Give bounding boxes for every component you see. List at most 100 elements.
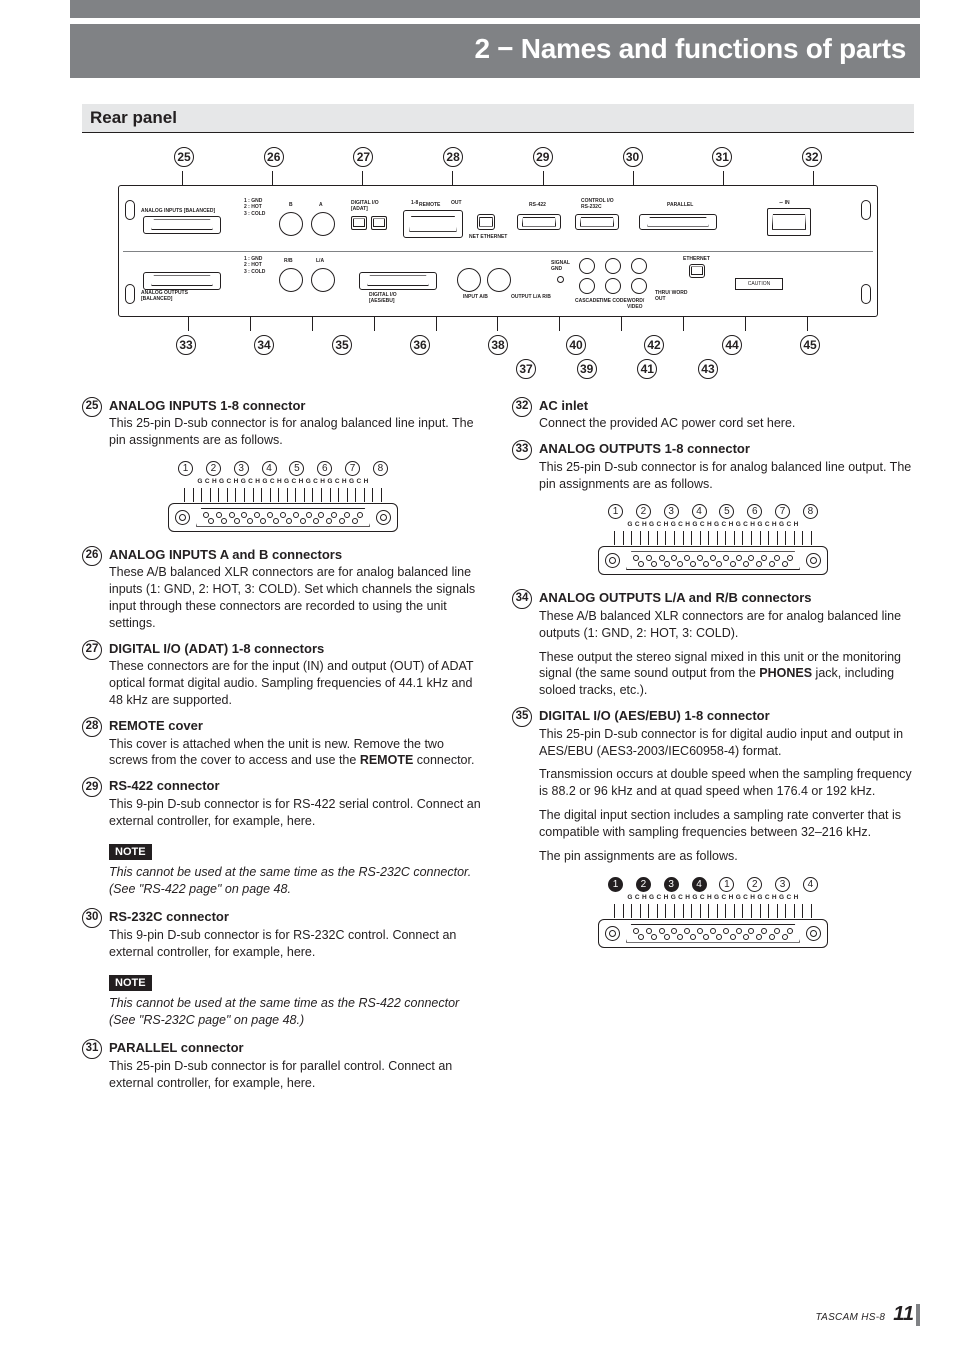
callout-45: 45 [800, 335, 820, 355]
callout-27: 27 [353, 147, 373, 167]
item-number: 30 [82, 908, 102, 928]
item-title: RS-232C connector [109, 908, 484, 926]
item-number: 33 [512, 440, 532, 460]
item-number: 32 [512, 397, 532, 417]
note-label: NOTE [109, 844, 152, 861]
conn-aes-dsub [359, 272, 437, 290]
lbl-ac-in: ∼ IN [779, 200, 790, 207]
conn-rs422 [517, 214, 561, 230]
lbl-remote: REMOTE [419, 202, 440, 209]
item-number: 31 [82, 1039, 102, 1059]
item-title: DIGITAL I/O (AES/EBU) 1-8 connector [539, 707, 914, 725]
pin-diagram-aes: 12341234G C H G C H G C H G C H G C H G … [598, 877, 828, 948]
conn-ethernet-2 [689, 264, 705, 278]
bnc-word-out [631, 278, 647, 294]
item-27: 27DIGITAL I/O (ADAT) 1-8 connectorsThese… [82, 640, 484, 709]
lbl-thru-word: THRU/ WORD OUT [655, 290, 688, 304]
item-paragraph: This 9-pin D-sub connector is for RS-422… [109, 796, 484, 830]
conn-xlr-out-rb [279, 268, 303, 292]
lbl-rs422: RS-422 [529, 202, 546, 209]
lbl-analog-outputs: ANALOG OUTPUTS [BALANCED] [141, 290, 188, 304]
item-title: AC inlet [539, 397, 914, 415]
callout-29: 29 [533, 147, 553, 167]
callout-ticks-bottom [118, 317, 878, 331]
item-title: REMOTE cover [109, 717, 484, 735]
chapter-title: 2 − Names and functions of parts [70, 30, 906, 68]
lbl-legend-2: 1 : GND 2 : HOT 3 : COLD [244, 256, 265, 276]
conn-xlr-in-a [311, 212, 335, 236]
callout-38: 38 [488, 335, 508, 355]
item-32: 32 AC inletConnect the provided AC power … [512, 397, 914, 432]
item-paragraph: This 25-pin D-sub connector is for paral… [109, 1058, 484, 1092]
callout-35: 35 [332, 335, 352, 355]
rack-ear-hole [861, 284, 871, 304]
callout-33: 33 [176, 335, 196, 355]
item-number: 25 [82, 397, 102, 417]
item-title: PARALLEL connector [109, 1039, 484, 1057]
lbl-cascade: CASCADE [575, 298, 600, 305]
item-paragraph: This 9-pin D-sub connector is for RS-232… [109, 927, 484, 961]
item-35: 35DIGITAL I/O (AES/EBU) 1-8 connectorThi… [512, 707, 914, 865]
lbl-caution: CAUTION [735, 278, 783, 290]
item-title: RS-422 connector [109, 777, 484, 795]
item-title: DIGITAL I/O (ADAT) 1-8 connectors [109, 640, 484, 658]
lbl-word-video: WORD/ VIDEO [627, 298, 644, 312]
callout-43: 43 [698, 359, 718, 379]
item-31: 31 PARALLEL connectorThis 25-pin D-sub co… [82, 1039, 484, 1091]
callouts-bottom-1: 333435363840424445 [118, 335, 878, 355]
conn-xlr-out-la [311, 268, 335, 292]
top-grey-bar [70, 0, 920, 18]
callout-44: 44 [722, 335, 742, 355]
bnc-tc-in [605, 258, 621, 274]
section-heading: Rear panel [82, 104, 914, 133]
bnc-cascade-in [579, 258, 595, 274]
callout-28: 28 [443, 147, 463, 167]
conn-ac-inlet [767, 208, 811, 236]
left-column: 25ANALOG INPUTS 1-8 connectorThis 25-pin… [82, 397, 484, 1100]
item-paragraph: This 25-pin D-sub connector is for analo… [109, 415, 484, 449]
footer-model: TASCAM HS-8 [815, 1311, 885, 1325]
item-paragraph: These A/B balanced XLR connectors are fo… [539, 608, 914, 642]
rear-panel-illustration: ANALOG INPUTS [BALANCED] 1 : GND 2 : HOT… [118, 185, 878, 317]
lbl-rs232c: CONTROL I/O RS-232C [581, 198, 614, 212]
item-paragraph: The digital input section includes a sam… [539, 807, 914, 841]
conn-adat-in [351, 216, 367, 230]
conn-parallel [639, 214, 717, 230]
pin-diagram-8ch: 12345678G C H G C H G C H G C H G C H G … [168, 461, 398, 532]
lbl-timecode: TIME CODE [599, 298, 627, 305]
item-paragraph: These output the stereo signal mixed in … [539, 649, 914, 700]
lbl-legend-1: 1 : GND 2 : HOT 3 : COLD [244, 198, 265, 218]
lbl-parallel: PARALLEL [667, 202, 693, 209]
conn-input-b [487, 268, 511, 292]
lbl-adat: DIGITAL I/O [ADAT] [351, 200, 379, 214]
conn-rs232c [575, 214, 619, 230]
callout-39: 39 [577, 359, 597, 379]
lbl-signal-gnd: SIGNAL GND [551, 260, 570, 274]
conn-xlr-in-b [279, 212, 303, 236]
item-number: 29 [82, 777, 102, 797]
conn-adat-out [371, 216, 387, 230]
item-29: 29 RS-422 connectorThis 9-pin D-sub conne… [82, 777, 484, 829]
bnc-cascade-out [579, 278, 595, 294]
item-paragraph: This 25-pin D-sub connector is for analo… [539, 459, 914, 493]
bnc-tc-out [605, 278, 621, 294]
item-paragraph: This 25-pin D-sub connector is for digit… [539, 726, 914, 760]
item-title: ANALOG OUTPUTS L/A and R/B connectors [539, 589, 914, 607]
item-paragraph: This cover is attached when the unit is … [109, 736, 484, 770]
callout-40: 40 [566, 335, 586, 355]
callout-37: 37 [516, 359, 536, 379]
callout-36: 36 [410, 335, 430, 355]
callout-30: 30 [623, 147, 643, 167]
item-paragraph: Connect the provided AC power cord set h… [539, 415, 914, 432]
note-label: NOTE [109, 975, 152, 992]
rack-ear-hole [125, 200, 135, 220]
chapter-heading-band: 2 − Names and functions of parts [70, 24, 920, 78]
item-paragraph: Transmission occurs at double speed when… [539, 766, 914, 800]
item-33: 33ANALOG OUTPUTS 1-8 connectorThis 25-pi… [512, 440, 914, 492]
item-paragraph: These A/B balanced XLR connectors are fo… [109, 564, 484, 632]
footer-page-number: 11 [893, 1301, 914, 1328]
pin-diagram-8ch: 12345678G C H G C H G C H G C H G C H G … [598, 504, 828, 575]
section-title: Rear panel [90, 108, 177, 127]
lbl-input-ab: INPUT A/B [463, 294, 488, 301]
callout-ticks-top [118, 171, 878, 185]
